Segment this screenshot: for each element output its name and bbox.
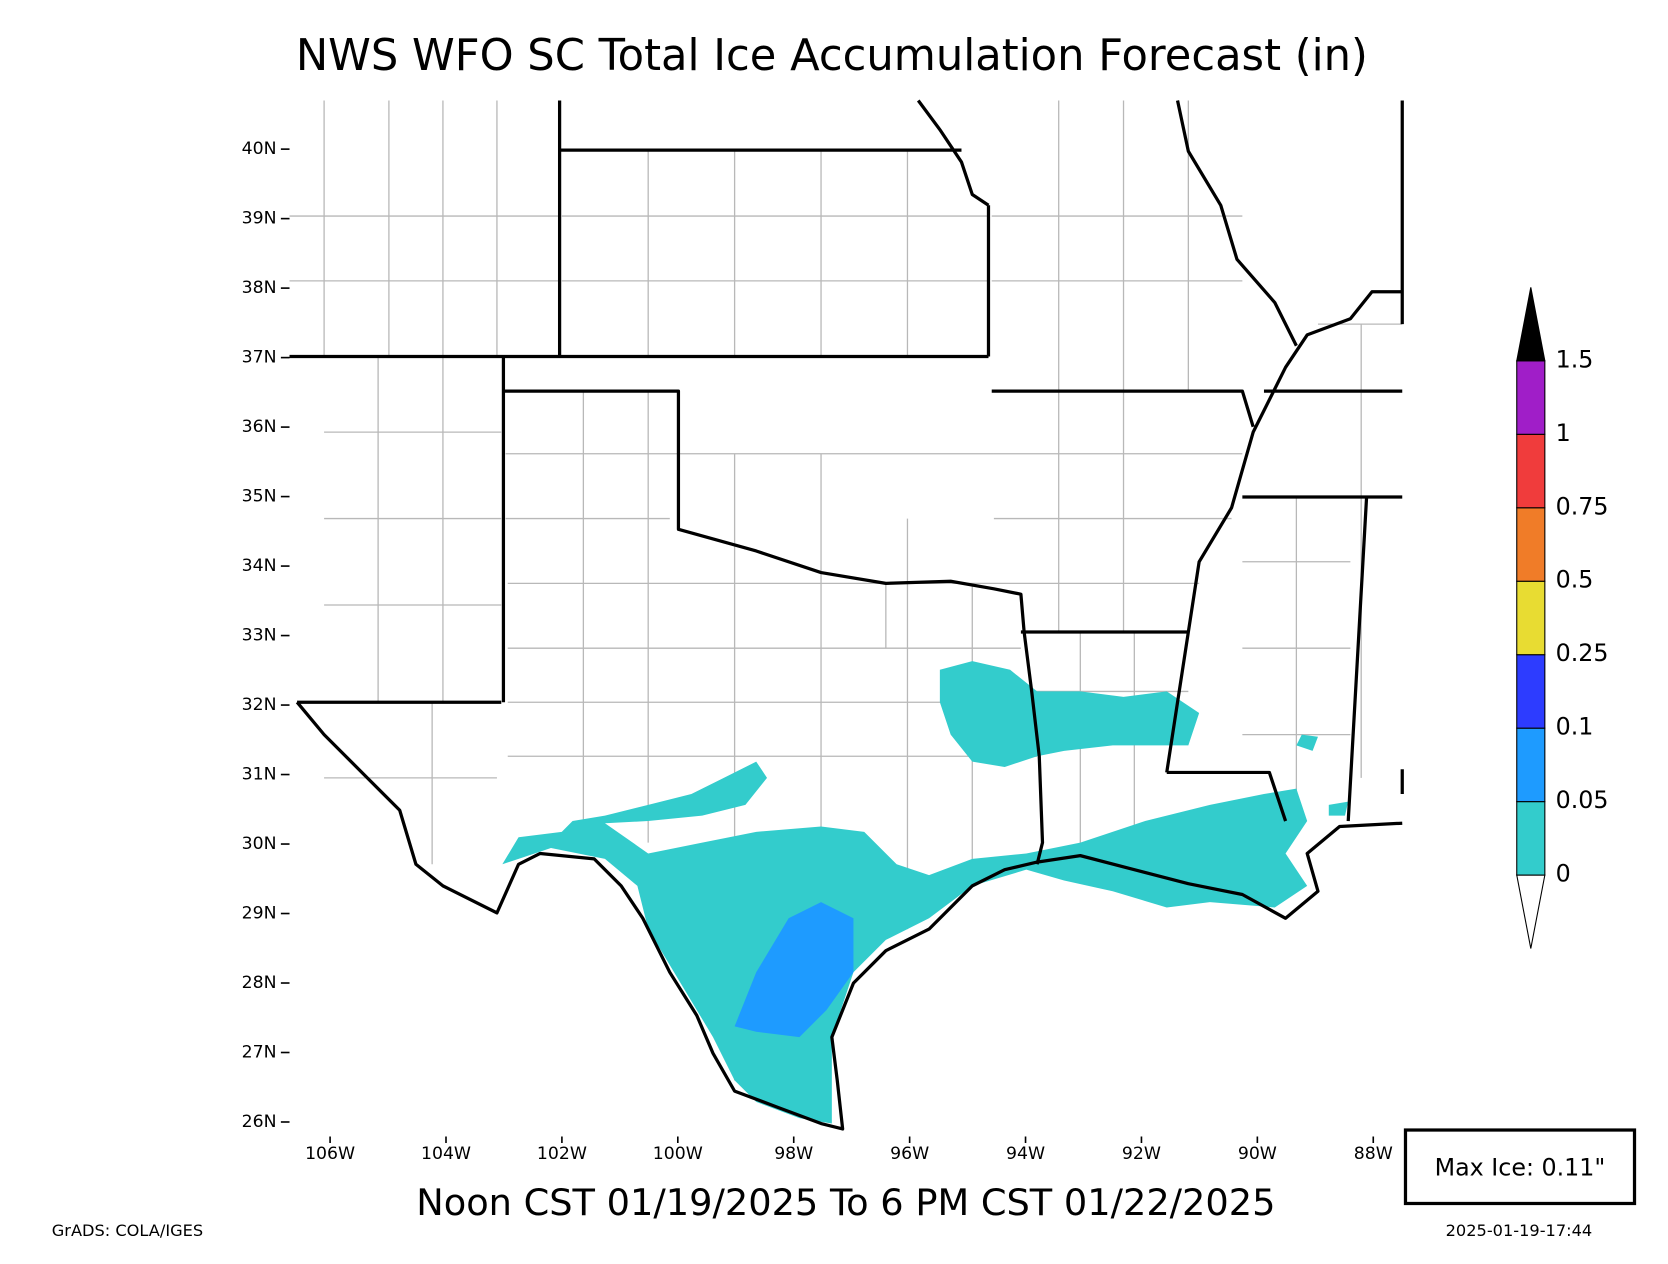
y-tick-label: 34N: [242, 556, 277, 576]
x-tick-label: 88W: [1354, 1144, 1393, 1164]
map-title: NWS WFO SC Total Ice Accumulation Foreca…: [296, 31, 1368, 81]
colorbar-segment: [1516, 654, 1546, 729]
timestamp: 2025-01-19-17:44: [1446, 1221, 1593, 1240]
x-tick-label: 106W: [305, 1144, 355, 1164]
colorbar-label: 0.75: [1556, 492, 1609, 520]
max-box: [1403, 1128, 1637, 1206]
colorbar-segment: [1516, 507, 1546, 582]
colorbar-segment: [1516, 801, 1546, 876]
colorbar-segment: [1516, 727, 1546, 803]
colorbar-label: 1: [1556, 419, 1571, 447]
ice-areas: [502, 661, 1349, 1124]
colorbar-over: [1516, 287, 1546, 362]
x-tick-label: 102W: [537, 1144, 587, 1164]
x-tick-label: 96W: [890, 1144, 929, 1164]
y-tick-label: 39N: [242, 209, 277, 229]
colorbar-segment: [1516, 433, 1546, 509]
state-borders: [289, 99, 1404, 1131]
credit: GrADS: COLA/IGES: [52, 1221, 203, 1240]
colorbar-label: 0.5: [1556, 566, 1594, 594]
x-tick-label: 90W: [1238, 1144, 1277, 1164]
colorbar-label: 0.1: [1556, 713, 1594, 741]
y-tick-label: 27N: [242, 1043, 277, 1063]
colorbar-segment: [1516, 360, 1546, 435]
colorbar-label: 1.5: [1556, 345, 1594, 373]
y-tick-label: 32N: [242, 695, 277, 715]
colorbar-segment: [1516, 580, 1546, 656]
y-tick-label: 36N: [242, 417, 277, 437]
colorbar-label: 0.05: [1556, 786, 1609, 814]
y-tick-label: 33N: [242, 626, 277, 646]
y-tick-label: 31N: [242, 765, 277, 785]
colorbar-label: 0: [1556, 860, 1571, 888]
x-tick-label: 98W: [774, 1144, 813, 1164]
x-tick-label: 104W: [421, 1144, 471, 1164]
subtitle: Noon CST 01/19/2025 To 6 PM CST 01/22/20…: [416, 1181, 1275, 1224]
colorbar-label: 0.25: [1556, 639, 1609, 667]
y-tick-label: 38N: [242, 278, 277, 298]
max-label: Max Ice: 0.11": [1435, 1153, 1606, 1181]
y-tick-label: 37N: [242, 348, 277, 368]
x-tick-label: 100W: [653, 1144, 703, 1164]
colorbar-under: [1516, 874, 1546, 949]
y-tick-label: 29N: [242, 904, 277, 924]
y-tick-label: 30N: [242, 834, 277, 854]
x-tick-label: 94W: [1006, 1144, 1045, 1164]
y-tick-label: 28N: [242, 973, 277, 993]
x-tick-label: 92W: [1122, 1144, 1161, 1164]
y-tick-label: 26N: [242, 1112, 277, 1132]
county-lines: [289, 100, 1403, 1124]
y-tick-label: 35N: [242, 487, 277, 507]
y-tick-label: 40N: [242, 139, 277, 159]
